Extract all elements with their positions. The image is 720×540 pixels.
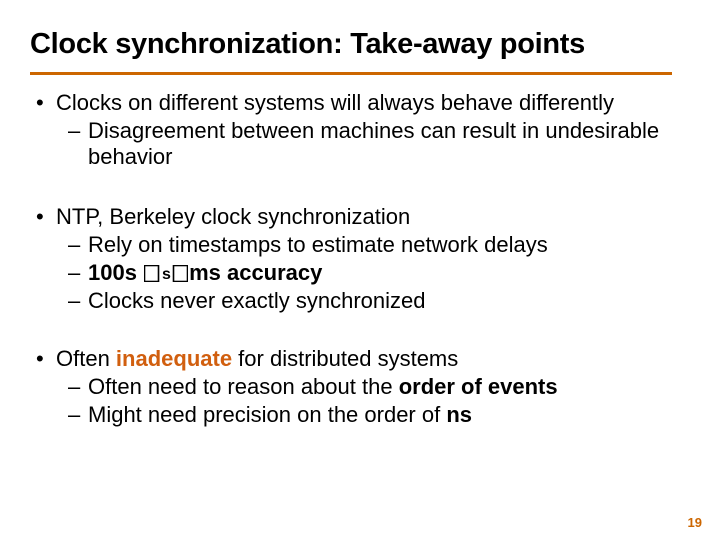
bullet-2-2: 100s s ms accuracy — [32, 260, 672, 286]
bullet-3-1-run0: Often need to reason about the — [88, 374, 399, 399]
spacer — [32, 316, 672, 346]
page-number: 19 — [688, 515, 702, 530]
bullet-3-2-run0: Might need precision on the order of — [88, 402, 446, 427]
bullet-2-2-prefix: 100s — [88, 260, 143, 285]
spacer — [32, 172, 672, 204]
title-underline — [30, 72, 672, 75]
bullet-1: Clocks on different systems will always … — [32, 90, 672, 116]
svg-text:s: s — [162, 266, 171, 282]
bullet-2: NTP, Berkeley clock synchronization — [32, 204, 672, 230]
slide: Clock synchronization: Take-away points … — [0, 0, 720, 540]
bullet-1-1-text: Disagreement between machines can result… — [88, 118, 659, 169]
slide-body: Clocks on different systems will always … — [32, 90, 672, 430]
bullet-1-1: Disagreement between machines can result… — [32, 118, 672, 170]
bullet-2-1: Rely on timestamps to estimate network d… — [32, 232, 672, 258]
bullet-2-1-text: Rely on timestamps to estimate network d… — [88, 232, 548, 257]
bullet-3-run0: Often — [56, 346, 116, 371]
replacement-glyph-icon: s — [144, 265, 188, 282]
bullet-2-2-suffix: ms accuracy — [189, 260, 322, 285]
bullet-3-2-run1: ns — [446, 402, 472, 427]
bullet-3-run1: inadequate — [116, 346, 232, 371]
bullet-1-text: Clocks on different systems will always … — [56, 90, 614, 115]
slide-title: Clock synchronization: Take-away points — [30, 28, 585, 61]
bullet-2-3-text: Clocks never exactly synchronized — [88, 288, 425, 313]
bullet-3-2: Might need precision on the order of ns — [32, 402, 672, 428]
bullet-3: Often inadequate for distributed systems — [32, 346, 672, 372]
bullet-2-3: Clocks never exactly synchronized — [32, 288, 672, 314]
bullet-3-run2: for distributed systems — [232, 346, 458, 371]
bullet-2-text: NTP, Berkeley clock synchronization — [56, 204, 410, 229]
bullet-3-1: Often need to reason about the order of … — [32, 374, 672, 400]
bullet-3-1-run1: order of events — [399, 374, 558, 399]
